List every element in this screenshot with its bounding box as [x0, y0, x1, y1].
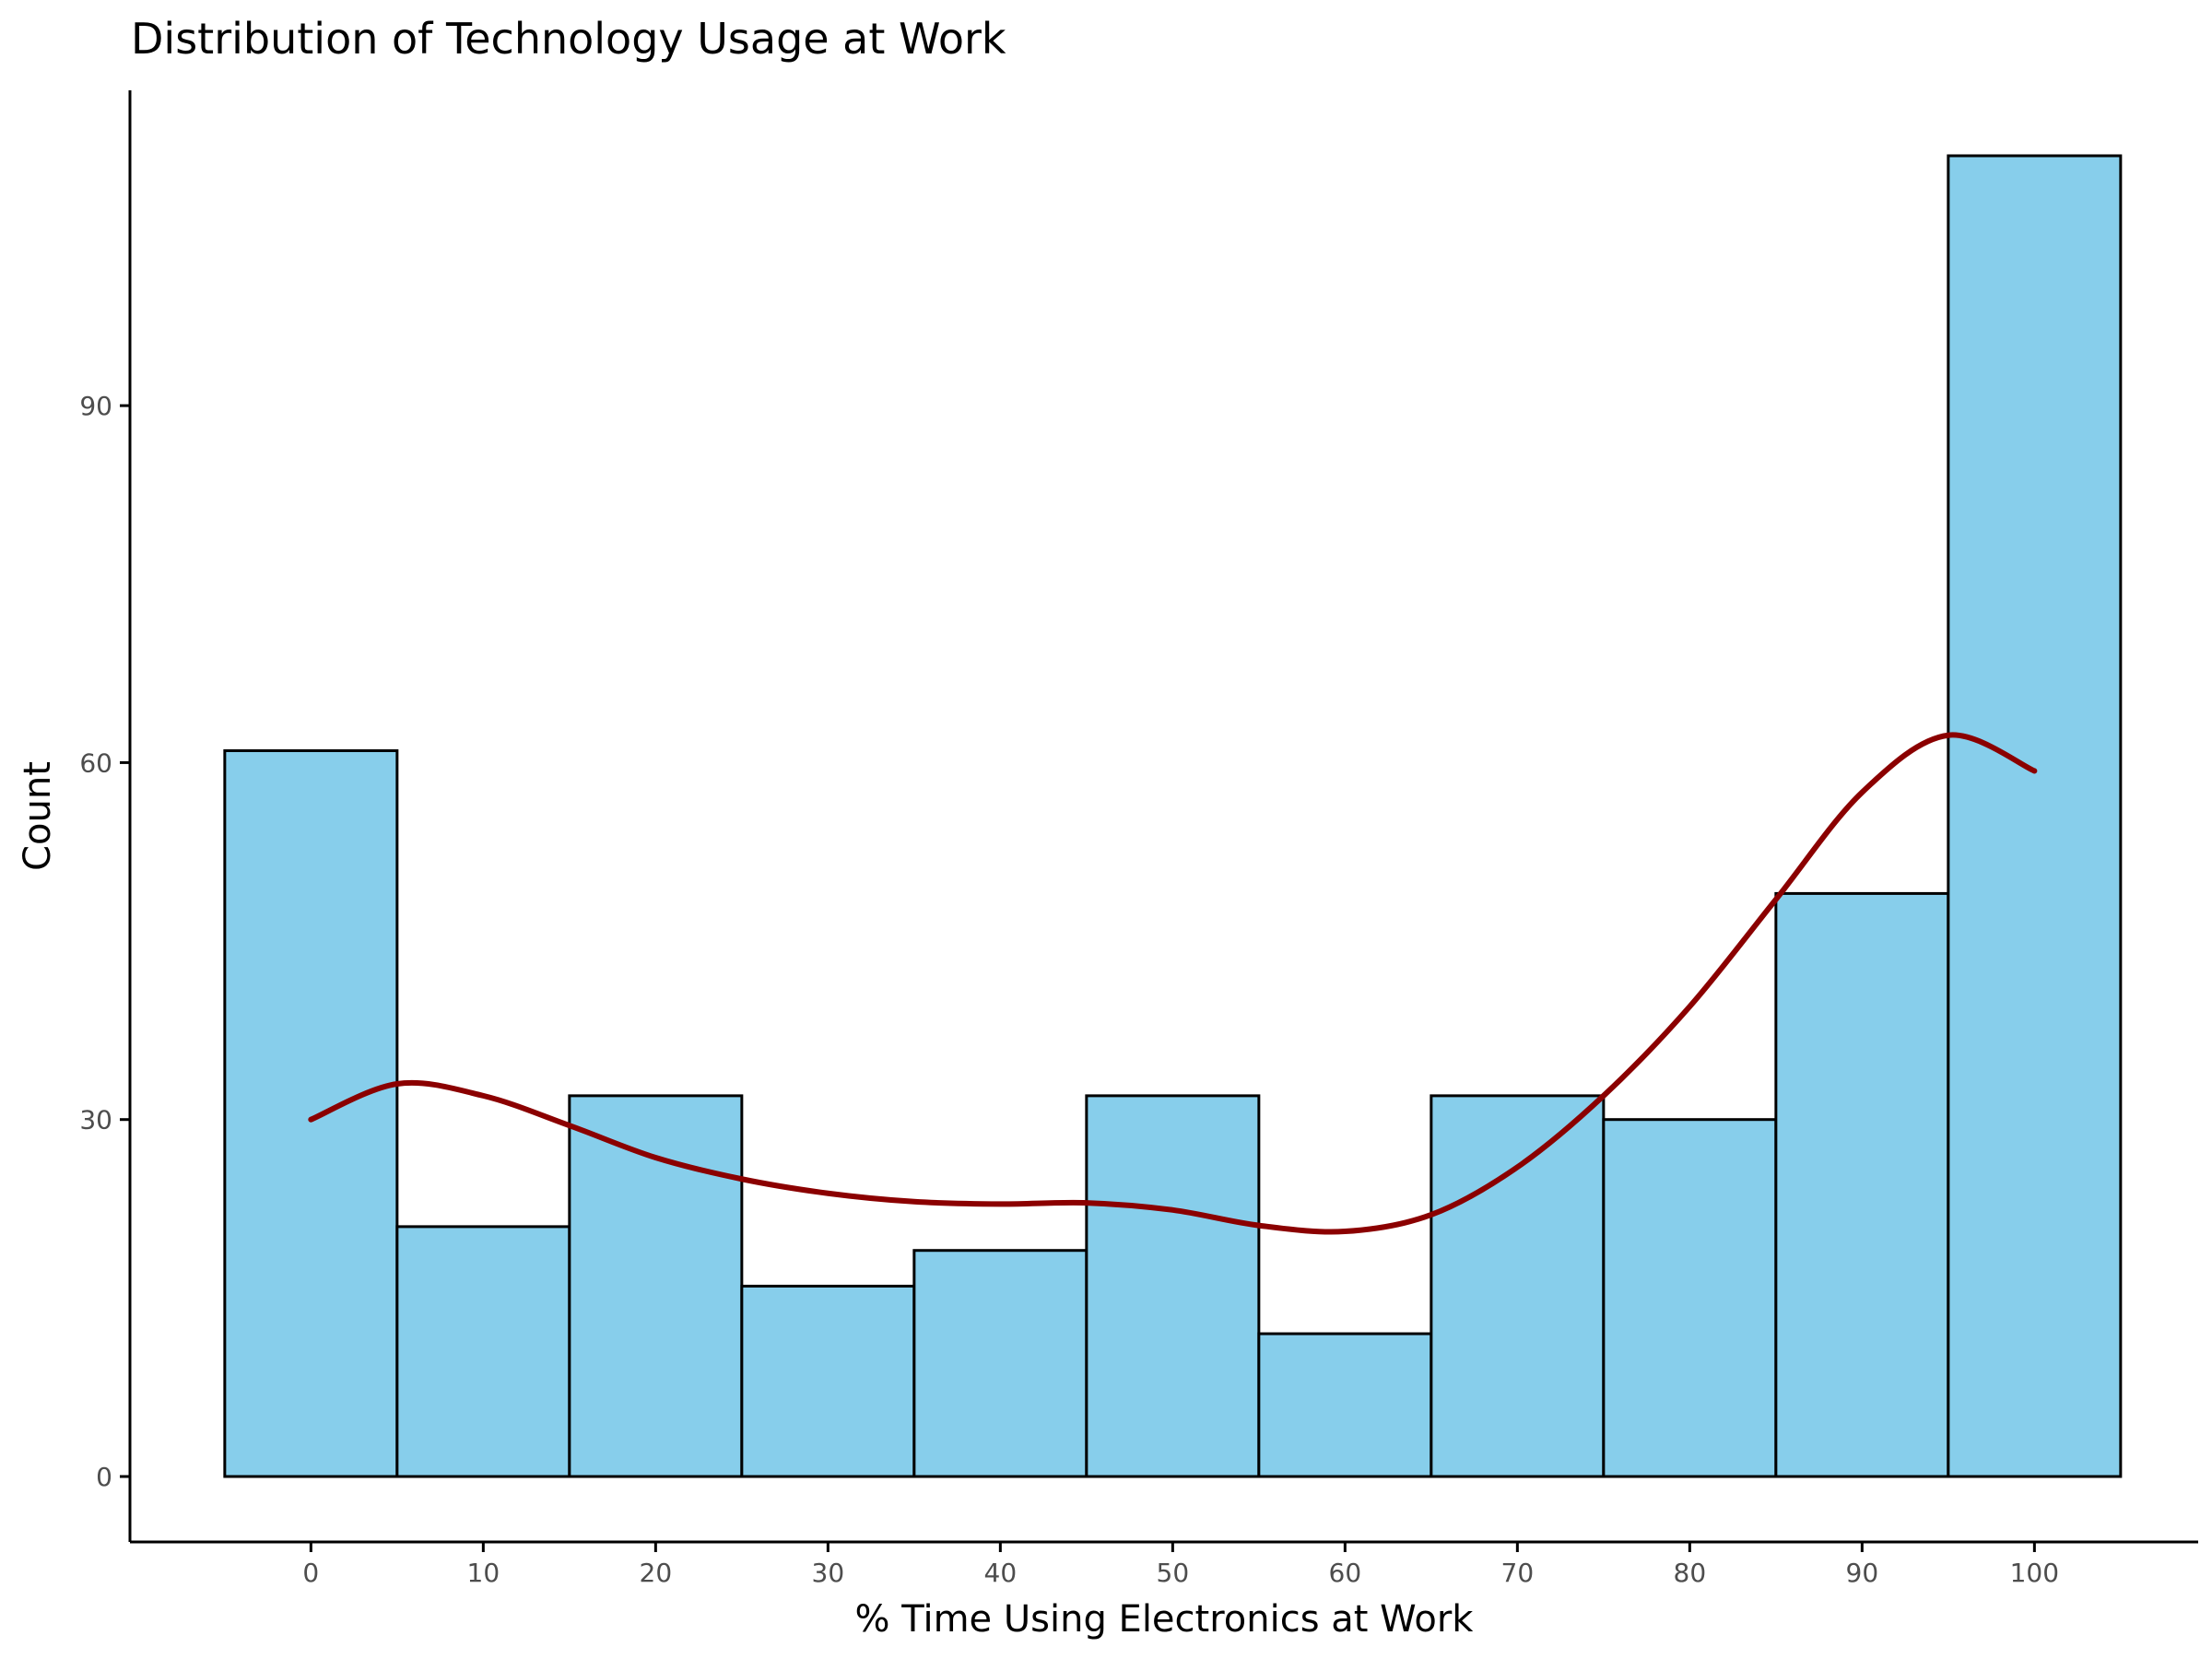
- x-tick-label-0: 0: [302, 1558, 319, 1588]
- y-tick-label-90: 90: [79, 391, 112, 421]
- x-axis-ticks: 0 10 20 30 40 50 60 70 80 90 100: [302, 1542, 2059, 1588]
- x-tick-label-70: 70: [1501, 1558, 1535, 1588]
- histogram-bar-7: [1430, 1094, 1606, 1478]
- histogram-bar-4: [912, 1249, 1088, 1478]
- y-tick-label-0: 0: [96, 1462, 112, 1492]
- histogram-bar-2: [568, 1094, 744, 1478]
- histogram-bar-0: [223, 748, 399, 1478]
- x-tick-label-80: 80: [1674, 1558, 1707, 1588]
- chart-title: Distribution of Technology Usage at Work: [131, 14, 1006, 64]
- y-tick-label-60: 60: [79, 747, 112, 778]
- y-tick-label-30: 30: [79, 1105, 112, 1135]
- histogram-bar-1: [395, 1225, 571, 1478]
- density-curve: [308, 732, 2038, 1235]
- x-tick-label-20: 20: [640, 1558, 673, 1588]
- x-tick-label-90: 90: [1846, 1558, 1879, 1588]
- histogram-bar-3: [740, 1284, 916, 1478]
- histogram-bars: [223, 154, 2123, 1478]
- x-tick-label-10: 10: [467, 1558, 500, 1588]
- x-axis-title: % Time Using Electronics at Work: [855, 1598, 1475, 1641]
- histogram-bar-10: [1947, 154, 2123, 1478]
- y-axis-ticks: 0 30 60 90: [79, 391, 130, 1492]
- histogram-bar-8: [1602, 1118, 1778, 1478]
- x-tick-label-60: 60: [1329, 1558, 1362, 1588]
- x-tick-label-30: 30: [812, 1558, 845, 1588]
- x-tick-label-50: 50: [1157, 1558, 1190, 1588]
- density-curve-layer: [308, 732, 2038, 1235]
- histogram-bar-6: [1257, 1332, 1433, 1478]
- histogram-bar-5: [1085, 1094, 1261, 1478]
- y-axis-title: Count: [17, 761, 59, 871]
- x-tick-label-40: 40: [984, 1558, 1018, 1588]
- histogram-bar-9: [1774, 891, 1950, 1478]
- x-tick-label-100: 100: [2010, 1558, 2059, 1588]
